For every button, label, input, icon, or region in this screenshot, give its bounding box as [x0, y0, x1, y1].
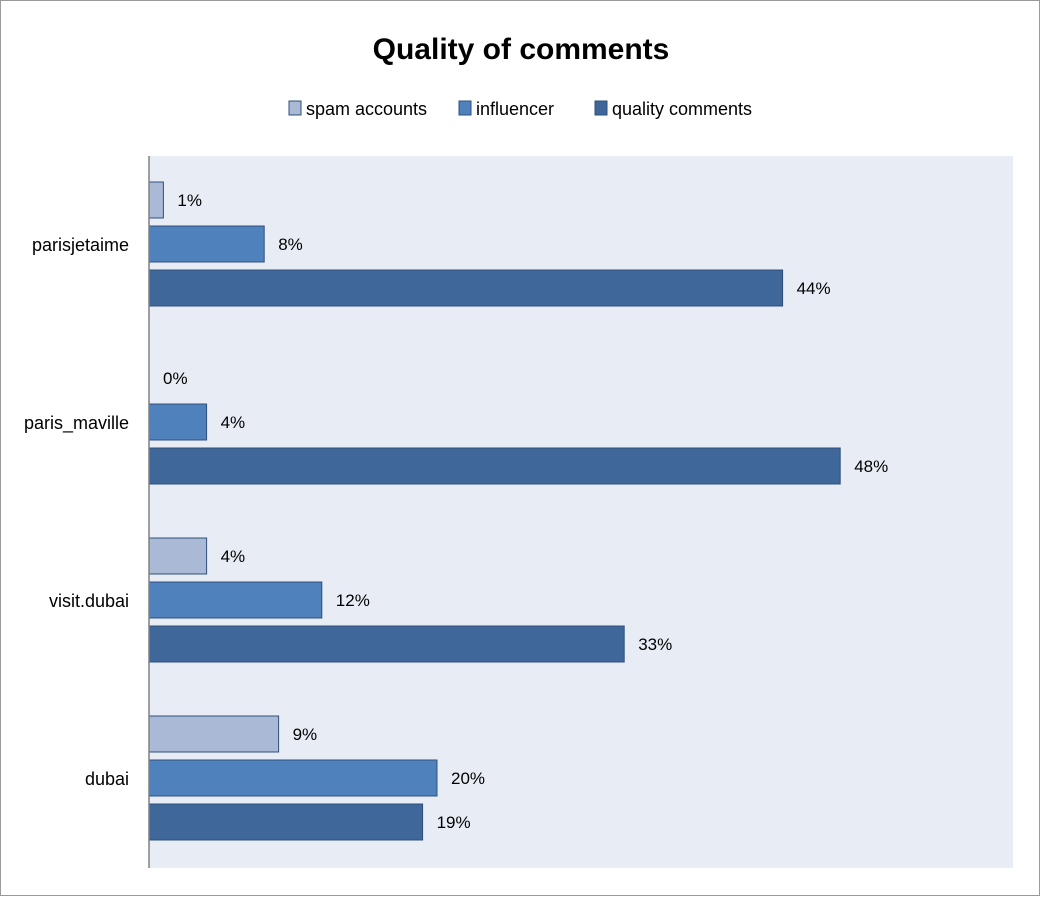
bar-2-0 [148, 269, 784, 307]
bar-2-3 [148, 803, 424, 841]
data-label-0-1: 0% [163, 369, 188, 388]
category-label-0: parisjetaime [32, 235, 129, 255]
data-label-0-0: 1% [177, 191, 202, 210]
data-label-0-3: 9% [293, 725, 318, 744]
legend-label-0: spam accounts [306, 99, 427, 119]
category-label-1: paris_maville [24, 413, 129, 434]
data-label-1-1: 4% [221, 413, 246, 432]
bar-0-2 [148, 537, 208, 575]
bar-0-0 [148, 181, 164, 219]
data-label-2-2: 33% [638, 635, 672, 654]
legend-swatch-0 [288, 100, 302, 116]
legend-swatch-1 [458, 100, 472, 116]
data-label-1-3: 20% [451, 769, 485, 788]
category-labels: parisjetaime paris_maville visit.dubai duba… [24, 235, 129, 789]
chart-title: Quality of comments [373, 33, 670, 66]
bar-1-3 [148, 759, 438, 797]
bars [148, 181, 841, 841]
legend: spam accounts influencer quality comments [288, 99, 752, 119]
legend-label-2: quality comments [612, 99, 752, 119]
category-label-2: visit.dubai [49, 591, 129, 611]
data-label-2-3: 19% [437, 813, 471, 832]
bar-1-0 [148, 225, 265, 263]
bar-1-2 [148, 581, 323, 619]
data-label-1-2: 12% [336, 591, 370, 610]
data-label-2-0: 44% [797, 279, 831, 298]
legend-swatch-2 [594, 100, 608, 116]
legend-label-1: influencer [476, 99, 554, 119]
data-label-0-2: 4% [221, 547, 246, 566]
bar-1-1 [148, 403, 208, 441]
data-labels: 1% 8% 44% 0% 4% 48% 4% 12% 33% 9% 20% 19% [163, 191, 888, 832]
category-label-3: dubai [85, 769, 129, 789]
bar-0-3 [148, 715, 280, 753]
bar-2-1 [148, 447, 841, 485]
data-label-1-0: 8% [278, 235, 303, 254]
data-label-2-1: 48% [854, 457, 888, 476]
bar-2-2 [148, 625, 625, 663]
